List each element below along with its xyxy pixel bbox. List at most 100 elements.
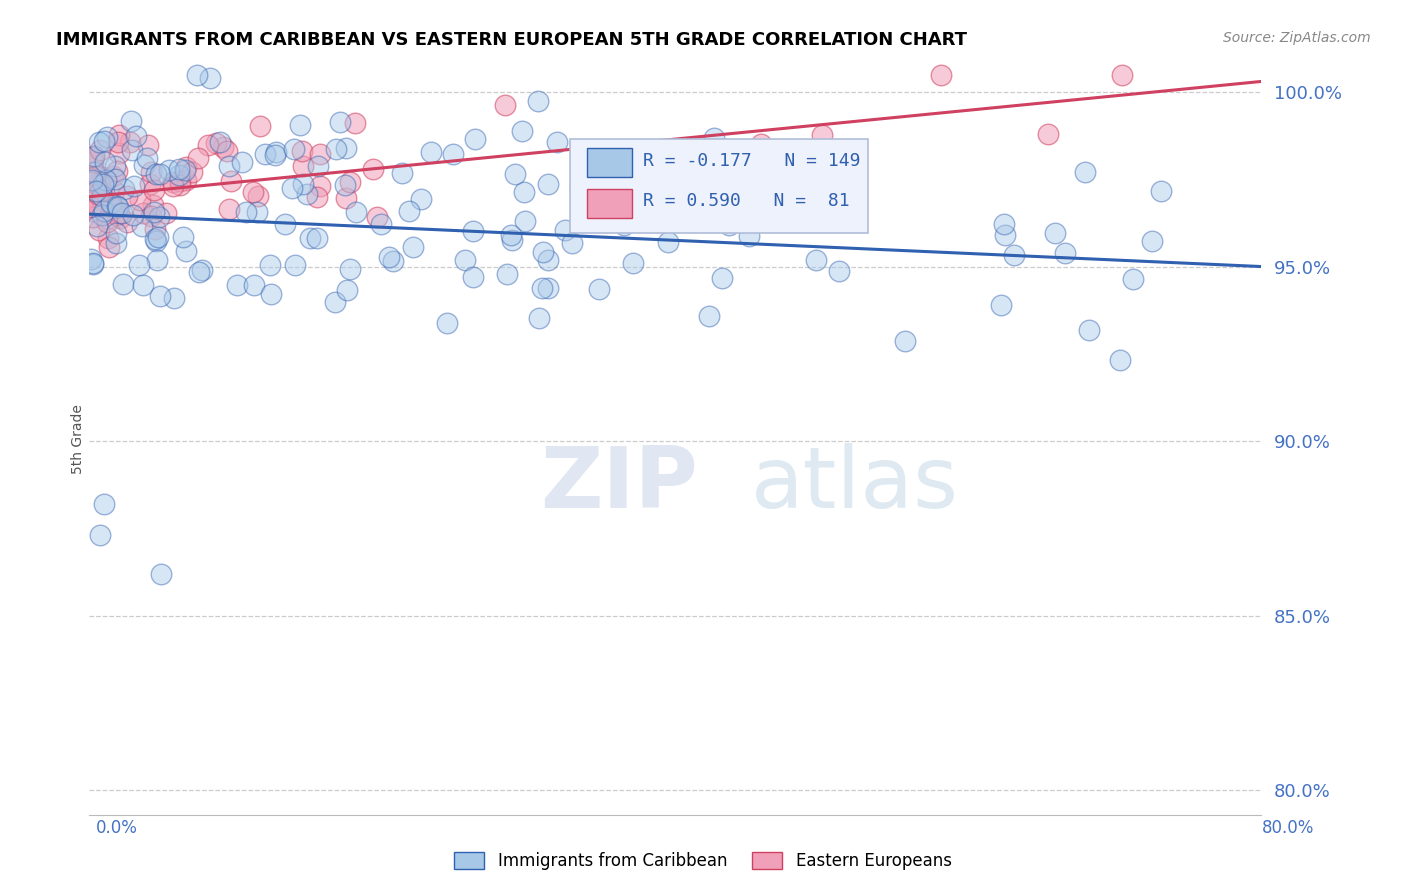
Point — [339, 261, 361, 276]
Point — [145, 234, 167, 248]
Point — [163, 291, 186, 305]
Point — [283, 142, 305, 156]
Point — [142, 198, 165, 212]
Point — [621, 256, 644, 270]
Point — [96, 215, 118, 229]
Point — [111, 277, 134, 291]
Point — [180, 165, 202, 179]
Point — [83, 164, 105, 178]
Point — [827, 264, 849, 278]
Point — [697, 309, 720, 323]
Point — [172, 230, 194, 244]
Point — [132, 158, 155, 172]
Point — [82, 257, 104, 271]
Point — [87, 199, 110, 213]
Point — [600, 171, 623, 186]
Point — [80, 199, 103, 213]
Point — [87, 135, 110, 149]
Point — [1002, 247, 1025, 261]
Point — [197, 137, 219, 152]
Point — [104, 172, 127, 186]
Point — [122, 179, 145, 194]
Point — [186, 68, 208, 82]
Point — [187, 265, 209, 279]
Point — [398, 204, 420, 219]
Point — [93, 134, 115, 148]
Point — [121, 143, 143, 157]
Point — [80, 173, 103, 187]
Point — [307, 190, 329, 204]
Point — [280, 181, 302, 195]
Point — [191, 263, 214, 277]
Point — [1054, 246, 1077, 260]
Point — [246, 189, 269, 203]
Point — [346, 204, 368, 219]
FancyBboxPatch shape — [588, 148, 631, 177]
Point — [138, 137, 160, 152]
Point — [169, 174, 191, 188]
Point — [103, 160, 125, 174]
Point — [103, 202, 125, 216]
Point — [568, 180, 591, 194]
Point — [91, 177, 114, 191]
Point — [1043, 226, 1066, 240]
Point — [419, 145, 441, 160]
Point — [254, 147, 277, 161]
Point — [370, 218, 392, 232]
Point — [307, 159, 329, 173]
Point — [105, 209, 128, 223]
Point — [335, 141, 357, 155]
Point — [139, 177, 162, 191]
Point — [142, 183, 165, 197]
Point — [231, 155, 253, 169]
Point — [501, 233, 523, 247]
Point — [91, 169, 114, 184]
Point — [343, 116, 366, 130]
Point — [90, 182, 112, 196]
Point — [738, 229, 761, 244]
Point — [329, 115, 352, 129]
Point — [104, 227, 127, 241]
Point — [537, 252, 560, 267]
Text: IMMIGRANTS FROM CARIBBEAN VS EASTERN EUROPEAN 5TH GRADE CORRELATION CHART: IMMIGRANTS FROM CARIBBEAN VS EASTERN EUR… — [56, 31, 967, 49]
Point — [93, 497, 115, 511]
FancyBboxPatch shape — [569, 139, 869, 233]
Point — [167, 162, 190, 177]
Point — [107, 206, 129, 220]
Point — [336, 283, 359, 297]
Point — [111, 206, 134, 220]
Point — [536, 177, 558, 191]
Point — [588, 282, 610, 296]
Point — [366, 210, 388, 224]
Point — [174, 173, 197, 187]
Point — [97, 231, 120, 245]
Point — [215, 145, 238, 159]
Point — [100, 195, 122, 210]
Point — [146, 230, 169, 244]
Point — [510, 123, 533, 137]
Point — [112, 182, 135, 196]
Point — [703, 130, 725, 145]
Point — [212, 140, 235, 154]
Point — [107, 200, 129, 214]
Point — [115, 215, 138, 229]
Point — [993, 218, 1015, 232]
Point — [929, 68, 952, 82]
Point — [288, 118, 311, 132]
Point — [612, 218, 634, 232]
Point — [1140, 234, 1163, 248]
Point — [436, 317, 458, 331]
Point — [105, 163, 128, 178]
Point — [382, 254, 405, 268]
Point — [218, 159, 240, 173]
Point — [103, 184, 125, 198]
Point — [174, 161, 197, 175]
Point — [82, 155, 104, 169]
Point — [187, 152, 209, 166]
Point — [333, 178, 356, 192]
Point — [139, 165, 162, 179]
Text: ZIP: ZIP — [540, 442, 697, 526]
Text: atlas: atlas — [751, 442, 959, 526]
Point — [307, 231, 329, 245]
Point — [141, 209, 163, 223]
